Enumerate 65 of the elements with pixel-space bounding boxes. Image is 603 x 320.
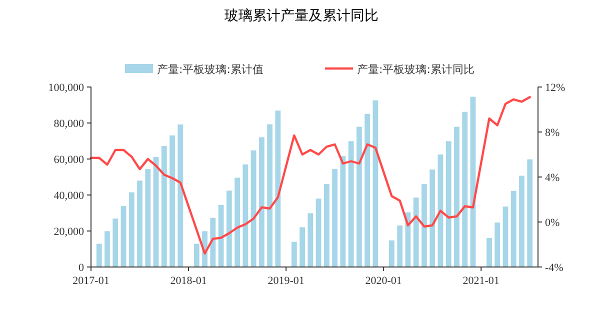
bar [356, 126, 362, 267]
x-tick-label: 2020-01 [365, 275, 402, 287]
bar [226, 190, 232, 267]
bar [178, 124, 184, 267]
bar [194, 244, 200, 267]
y-tick-label: 0 [78, 262, 84, 274]
bar [446, 141, 452, 267]
bar [527, 159, 533, 267]
bar [267, 124, 272, 267]
bar [389, 240, 394, 267]
x-tick-label: 2021-01 [462, 275, 500, 287]
bar [372, 100, 378, 267]
y-tick-label: 100,000 [48, 82, 84, 94]
bar [120, 206, 126, 267]
bar [234, 178, 240, 267]
bar [300, 227, 306, 267]
bar [397, 225, 403, 267]
bar [153, 157, 159, 267]
bar [210, 218, 216, 267]
bar [340, 156, 346, 267]
line-series [90, 96, 531, 255]
bar [413, 198, 419, 267]
y-tick-label: 20,000 [54, 226, 84, 238]
bar [364, 114, 370, 267]
bar [486, 238, 492, 267]
bar [519, 176, 524, 267]
bar [96, 244, 102, 267]
bar [137, 180, 142, 267]
legend-label: 产量:平板玻璃:累计同比 [357, 63, 474, 76]
y2-tick-label: 0% [545, 217, 560, 229]
bar [510, 190, 516, 267]
bar [145, 169, 151, 267]
y-tick-label: 80,000 [54, 118, 84, 130]
bar [430, 169, 436, 267]
y-tick-label: 60,000 [54, 154, 84, 166]
bar [242, 164, 248, 267]
y-tick-label: 40,000 [54, 190, 84, 202]
y2-tick-label: -4% [545, 262, 564, 274]
x-tick-label: 2017-01 [72, 275, 110, 287]
bar [291, 242, 297, 267]
bar [250, 150, 256, 267]
x-tick-label: 2019-01 [268, 275, 304, 287]
bar [422, 184, 427, 267]
y2-tick-label: 4% [545, 172, 560, 184]
bar [275, 110, 281, 267]
bar [128, 192, 134, 267]
bar [316, 198, 322, 267]
x-tick-label: 2018-01 [170, 275, 207, 287]
bar [112, 218, 118, 267]
bar [258, 137, 264, 267]
y2-tick-label: 8% [545, 127, 560, 139]
bar [161, 146, 167, 267]
bar [170, 135, 175, 267]
bar [494, 222, 500, 267]
bar [502, 206, 508, 267]
legend-label: 产量:平板玻璃:累计值 [157, 63, 264, 76]
bar [324, 184, 330, 267]
bar [348, 141, 354, 267]
bar [462, 112, 468, 267]
y2-tick-label: 12% [545, 82, 566, 94]
chart-title: 玻璃累计产量及累计同比 [224, 8, 378, 24]
bar [454, 126, 460, 267]
bar [332, 169, 338, 267]
bar [104, 231, 110, 267]
bar [308, 213, 314, 267]
